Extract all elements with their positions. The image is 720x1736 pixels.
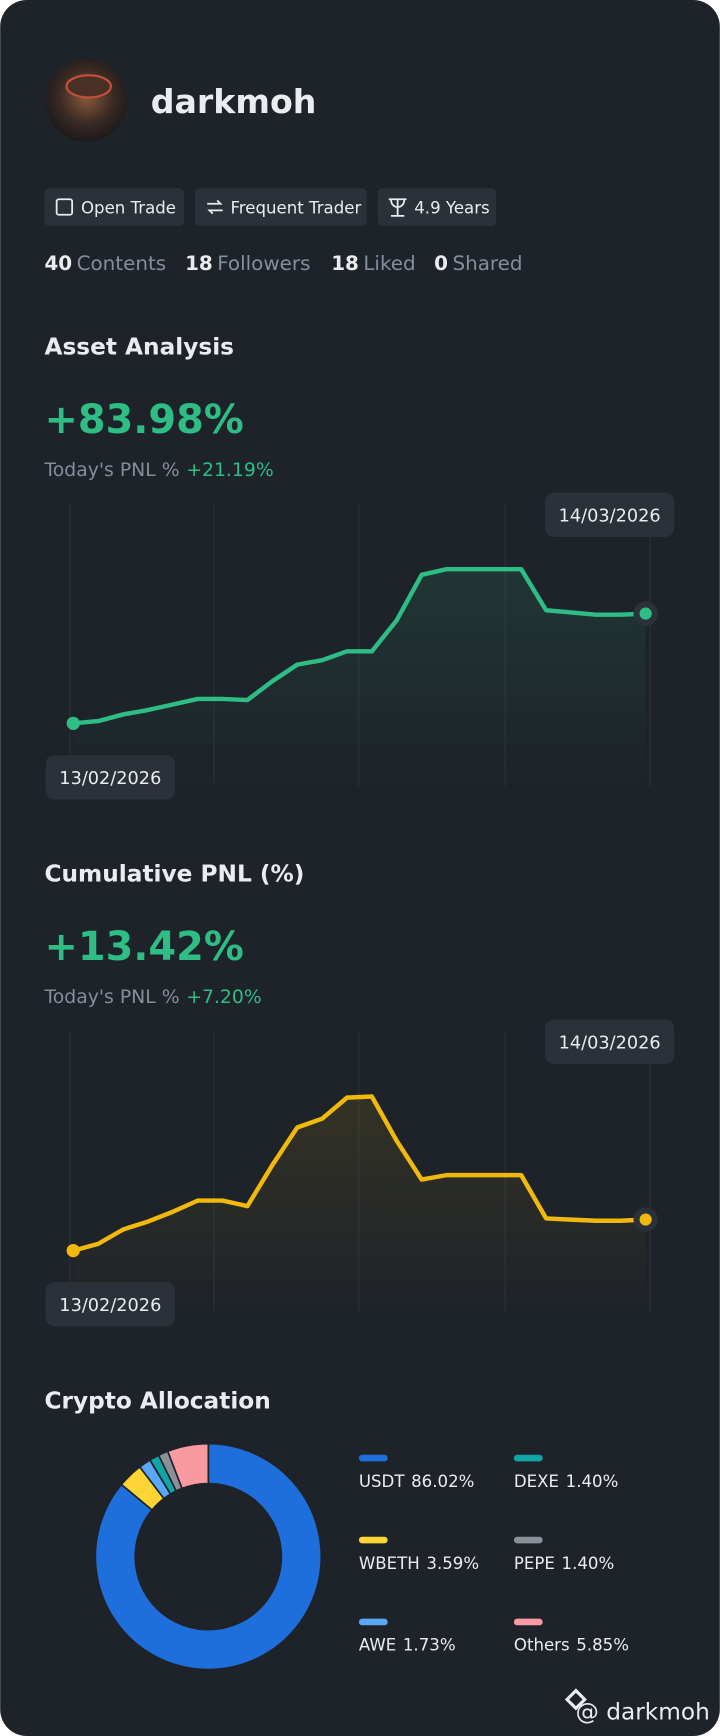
avatar-detail (65, 74, 113, 99)
today-pnl: Today's PNL % +7.20% (43, 987, 261, 1008)
stat-label: Contents (77, 252, 167, 275)
legend-entry: USDT 86.02% (359, 1472, 475, 1491)
legend-swatch (358, 1454, 388, 1462)
today-value: +21.19% (186, 460, 274, 481)
avatar[interactable] (45, 59, 128, 142)
start-date: 13/02/2026 (59, 769, 161, 789)
stat-label: Liked (363, 252, 415, 275)
today-label: Today's PNL % (43, 460, 179, 481)
line (71, 566, 648, 726)
stat-value: 18 (185, 252, 213, 275)
line (71, 1094, 648, 1253)
start-dot (66, 716, 80, 730)
stat-label: Shared (452, 252, 522, 275)
legend-entry: PEPE 1.40% (514, 1554, 614, 1573)
start-date: 13/02/2026 (59, 1296, 161, 1316)
legend-name: USDT (359, 1472, 405, 1491)
badge (377, 188, 497, 226)
section-title: Asset Analysis (44, 333, 234, 360)
stat-label: Followers (217, 252, 310, 275)
legend-swatch (358, 1536, 388, 1544)
legend-value: 1.40% (562, 1554, 615, 1573)
today-value: +7.20% (186, 987, 262, 1008)
legend-value: 1.40% (566, 1472, 619, 1491)
badge (44, 188, 184, 226)
line-area (73, 569, 646, 787)
legend-value: 1.73% (403, 1636, 456, 1655)
today-pnl: Today's PNL % +21.19% (43, 460, 273, 481)
section-title: Cumulative PNL (%) (44, 860, 304, 887)
badge-label: Frequent Trader (230, 199, 361, 218)
stat-value: 0 (434, 252, 448, 275)
legend-name: AWE (359, 1636, 396, 1655)
stat-value: 18 (331, 252, 359, 275)
legend-entry: DEXE 1.40% (514, 1472, 618, 1491)
date-tag (544, 492, 675, 537)
badge-label: 4.9 Years (414, 199, 489, 218)
today-label: Today's PNL % (43, 987, 179, 1008)
legend-value: 86.02% (411, 1472, 474, 1491)
donut-slice (94, 1442, 323, 1671)
headline-value: +13.42% (44, 924, 243, 970)
watermark: @ darkmoh (576, 1698, 710, 1725)
legend-name: PEPE (514, 1554, 555, 1573)
badge-icon (388, 198, 407, 217)
legend-entry: Others 5.85% (514, 1636, 629, 1655)
legend-swatch (513, 1618, 543, 1626)
stats: 40 Contents 18 Followers 18 Liked 0 Shared (44, 252, 522, 275)
legend-swatch (513, 1454, 543, 1462)
end-date: 14/03/2026 (559, 506, 661, 526)
date-tag (544, 1019, 675, 1064)
legend-name: Others (514, 1636, 570, 1655)
date-tag (45, 755, 176, 800)
donut-slice (166, 1442, 210, 1490)
badge-icon (55, 198, 74, 216)
legend-name: WBETH (359, 1554, 420, 1573)
legend-entry: AWE 1.73% (359, 1636, 456, 1655)
end-dot (639, 1213, 652, 1226)
end-dot (639, 607, 652, 620)
brand-logo (564, 1688, 587, 1711)
legend-entry: WBETH 3.59% (359, 1554, 479, 1573)
username: darkmoh (151, 82, 317, 121)
legend-value: 3.59% (426, 1554, 479, 1573)
date-tag (45, 1282, 176, 1327)
legend-value: 5.85% (576, 1636, 629, 1655)
legend-name: DEXE (514, 1472, 559, 1491)
badge (195, 188, 367, 226)
legend-swatch (358, 1618, 388, 1626)
badge-label: Open Trade (81, 199, 176, 218)
legend-swatch (513, 1536, 543, 1544)
line-area (73, 1096, 646, 1314)
start-dot (66, 1243, 80, 1258)
badges: Open Trade Frequent Trader 4.9 Years (44, 188, 497, 226)
headline-value: +83.98% (44, 397, 243, 443)
end-date: 14/03/2026 (559, 1033, 661, 1053)
badge-icon (207, 199, 223, 215)
stat-value: 40 (44, 252, 72, 275)
section-title: Crypto Allocation (44, 1387, 270, 1414)
